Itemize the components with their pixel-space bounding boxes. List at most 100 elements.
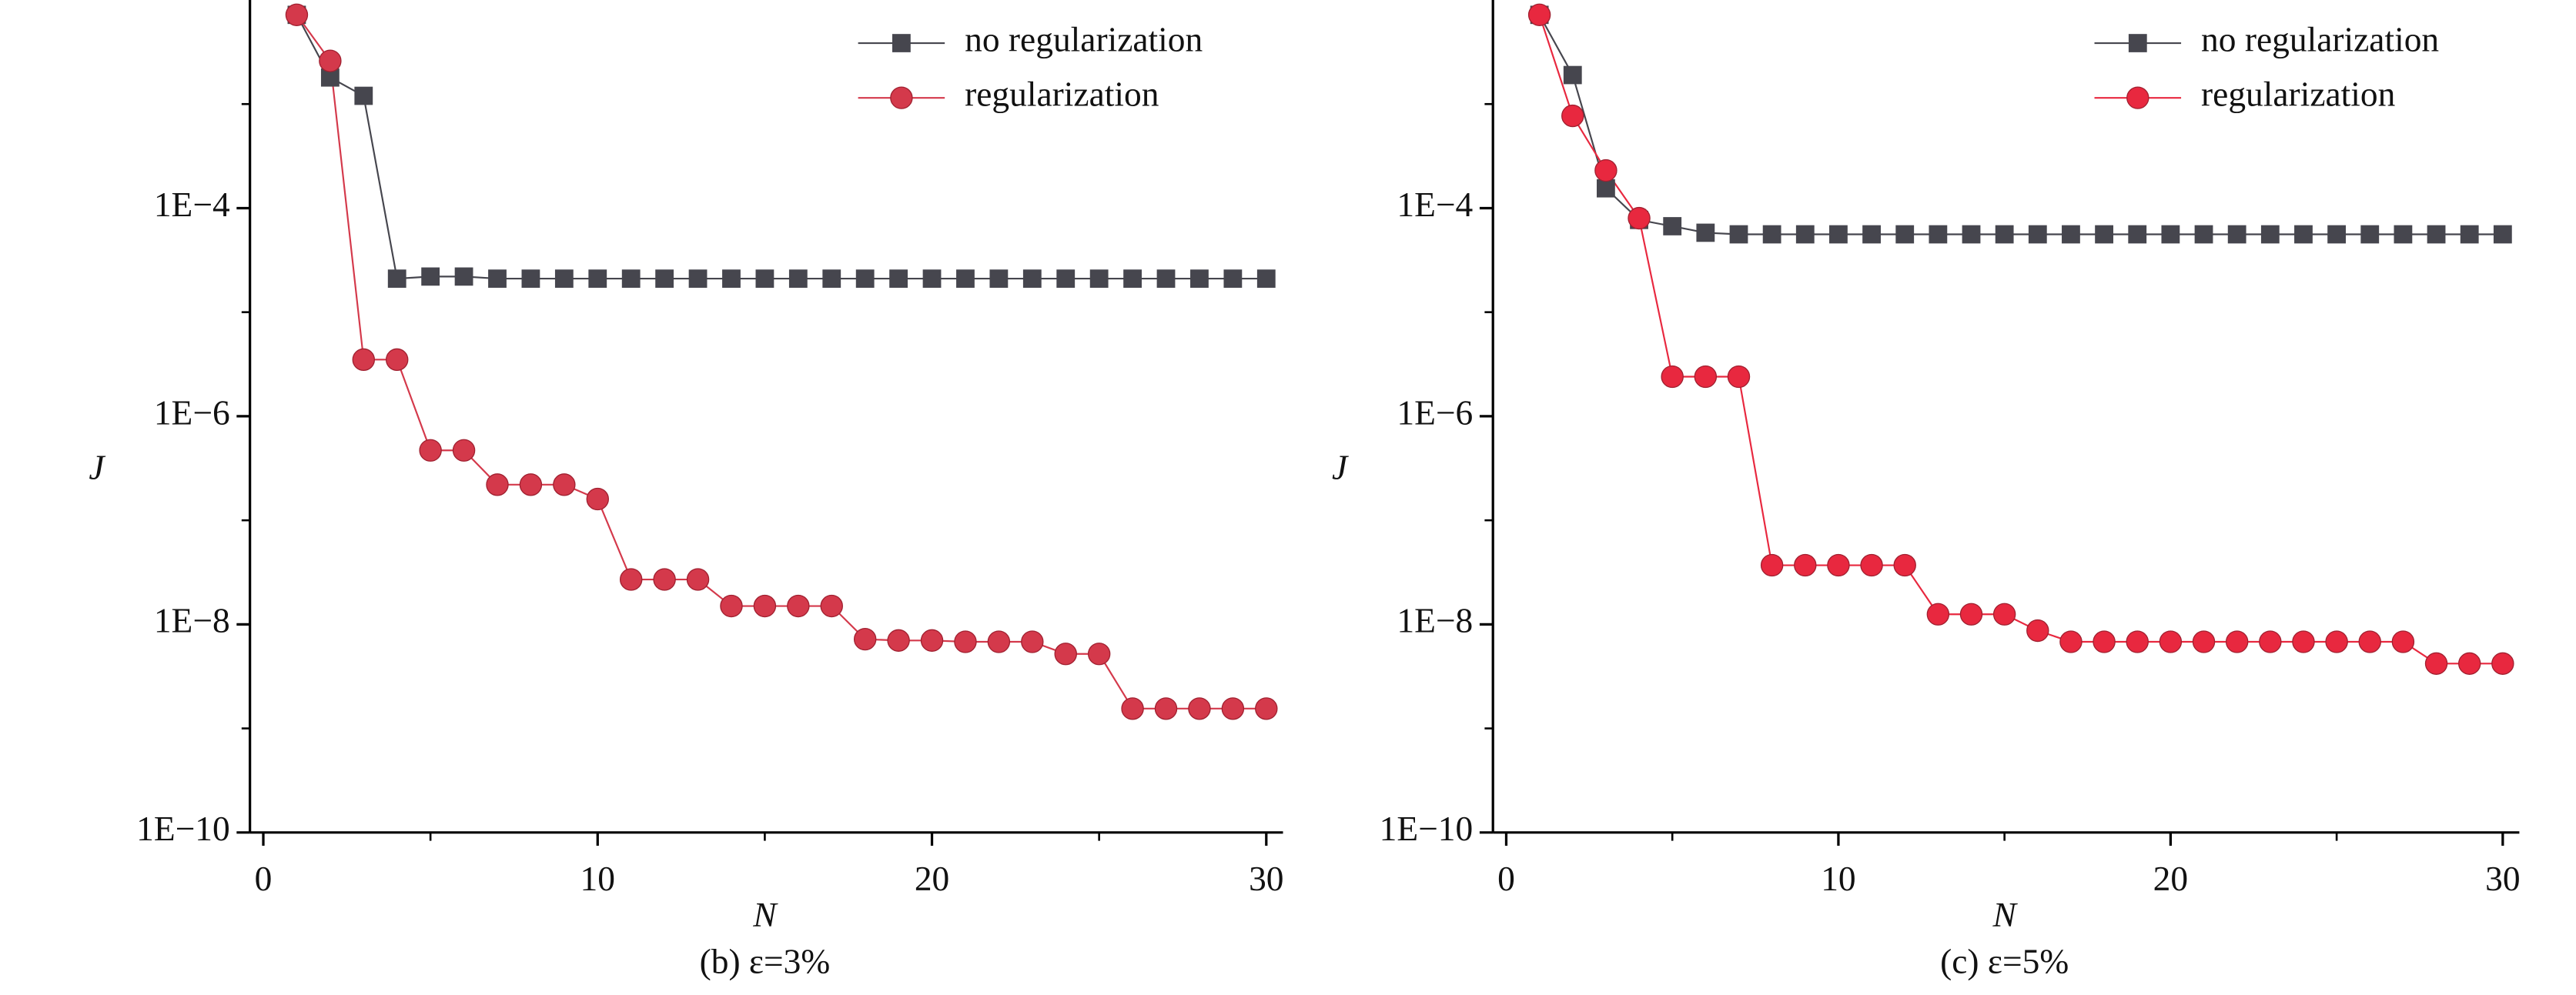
point	[820, 594, 843, 618]
y-tick-label: 1E−6	[1397, 393, 1473, 432]
point	[486, 473, 509, 496]
point	[1795, 225, 1815, 244]
point	[1022, 269, 1042, 288]
point	[2493, 225, 2512, 244]
point	[1760, 553, 1784, 577]
point	[419, 439, 442, 462]
caption: (b) ε=3%	[700, 943, 831, 981]
point	[956, 269, 975, 288]
point	[2095, 225, 2113, 244]
point	[2325, 630, 2348, 653]
point	[1827, 553, 1850, 577]
point	[2394, 225, 2413, 244]
point	[452, 439, 476, 462]
point	[2457, 652, 2481, 675]
point	[1154, 697, 1178, 720]
point	[1995, 225, 2014, 244]
point	[753, 594, 777, 618]
point	[285, 3, 309, 26]
chart: 1E−10 1E−8 1E−6 1E−4 0 10 20 30 N J (b) ε=3%	[89, 0, 1284, 981]
point	[1256, 269, 1276, 288]
point	[2292, 630, 2315, 653]
legend-marker	[2126, 86, 2149, 109]
point	[621, 269, 641, 288]
point	[720, 594, 743, 618]
point	[2327, 225, 2347, 244]
point	[454, 267, 473, 286]
point	[2227, 225, 2246, 244]
point	[2161, 225, 2180, 244]
legend-label: no regularization	[965, 21, 1203, 59]
y-tick-label: 1E−10	[136, 810, 230, 848]
x-tick-label: 0	[255, 860, 273, 898]
point	[1156, 269, 1176, 288]
legend-label: regularization	[965, 75, 1159, 114]
point	[320, 68, 340, 87]
point	[1223, 269, 1243, 288]
point	[1762, 225, 1781, 244]
point	[1729, 225, 1748, 244]
point	[2126, 630, 2149, 653]
x-tick-label: 0	[1497, 860, 1515, 898]
point	[554, 269, 574, 288]
point	[1054, 643, 1077, 666]
x-tick-label: 30	[2485, 860, 2520, 898]
y-tick-label: 1E−4	[1397, 185, 1473, 224]
point	[2260, 225, 2280, 244]
point	[1056, 269, 1076, 288]
point	[1696, 223, 1715, 242]
point	[2194, 225, 2213, 244]
point	[1959, 603, 1983, 626]
point	[954, 630, 977, 653]
legend-marker	[890, 86, 913, 109]
point	[787, 594, 810, 618]
point	[920, 629, 944, 652]
point	[887, 629, 910, 652]
point	[2026, 619, 2049, 643]
point	[853, 627, 877, 651]
x-axis-label: N	[1992, 896, 2018, 934]
point	[1663, 217, 1682, 235]
point	[2259, 630, 2282, 653]
point	[987, 630, 1011, 653]
point	[387, 269, 406, 288]
point	[1893, 553, 1916, 577]
point	[1926, 603, 1950, 626]
point	[2159, 630, 2183, 653]
point	[1255, 697, 1278, 720]
point	[655, 269, 674, 288]
point	[1694, 365, 1718, 389]
point	[586, 487, 609, 511]
point	[1794, 553, 1817, 577]
point	[2460, 225, 2479, 244]
y-tick-label: 1E−8	[1397, 602, 1473, 640]
x-tick-label: 20	[915, 860, 949, 898]
point	[2391, 630, 2415, 653]
point	[2059, 630, 2083, 653]
point	[1727, 365, 1751, 389]
point	[722, 269, 741, 288]
x-tick-label: 10	[1821, 860, 1855, 898]
point	[1121, 697, 1144, 720]
x-tick-label: 30	[1249, 860, 1283, 898]
legend-marker	[892, 34, 911, 52]
point	[352, 348, 376, 371]
point	[2128, 225, 2147, 244]
point	[588, 269, 607, 288]
point	[889, 269, 908, 288]
point	[1087, 643, 1111, 666]
y-axis-label: J	[1332, 448, 1349, 486]
point	[1829, 225, 1848, 244]
point	[1221, 697, 1245, 720]
point	[1628, 206, 1651, 230]
point	[553, 473, 576, 496]
point	[653, 568, 676, 591]
y-tick-label: 1E−6	[154, 393, 230, 432]
point	[1563, 65, 1582, 85]
point	[1561, 104, 1584, 128]
point	[2360, 225, 2380, 244]
x-axis-label: N	[752, 896, 778, 934]
y-axis-label: J	[89, 448, 105, 486]
point	[1929, 225, 1948, 244]
